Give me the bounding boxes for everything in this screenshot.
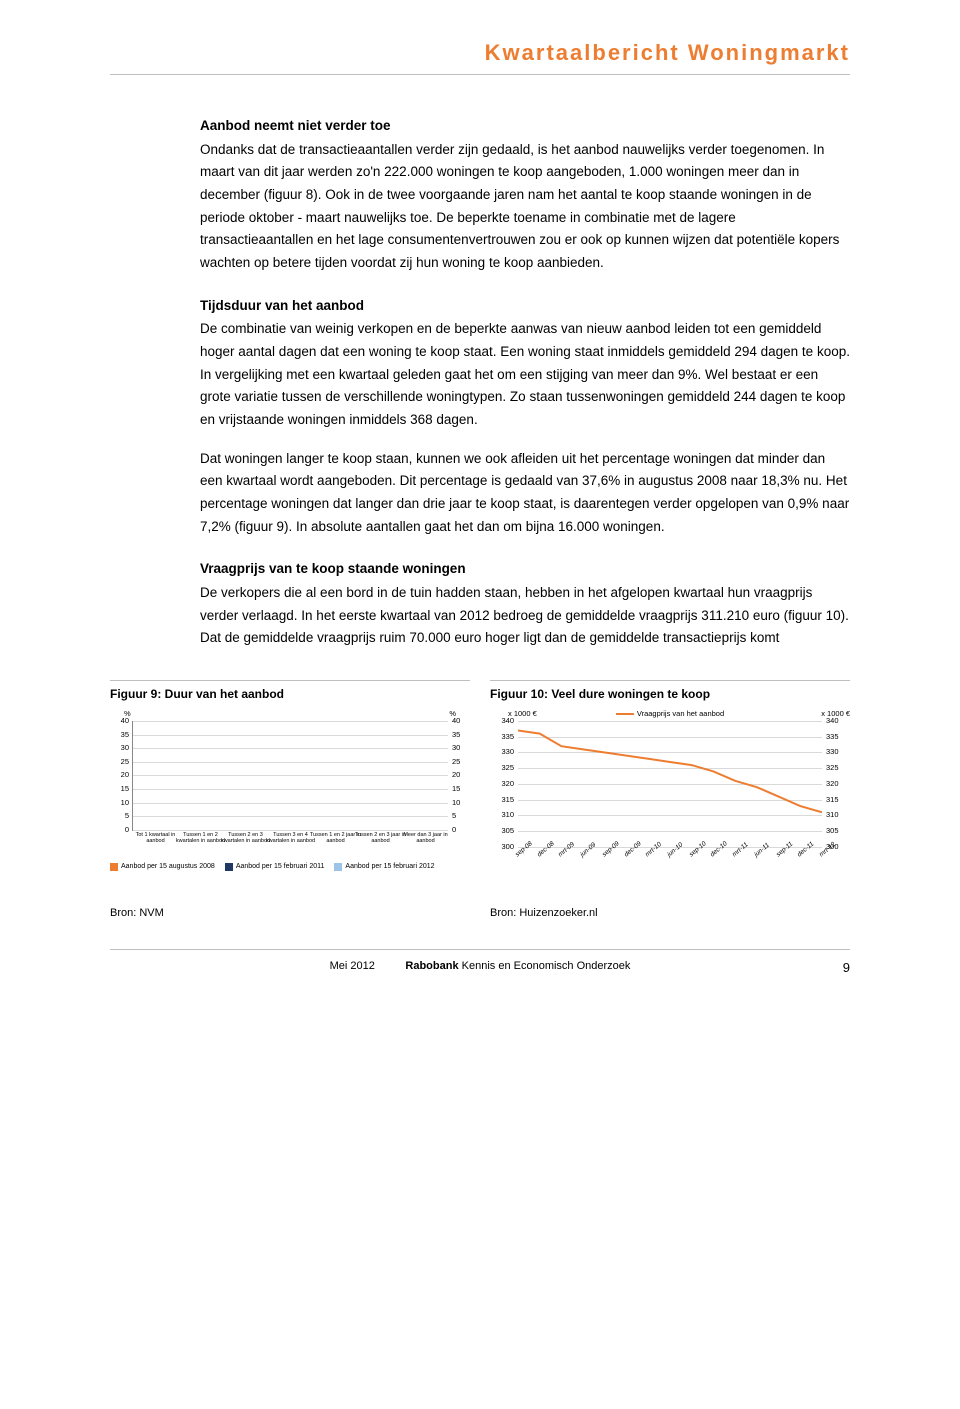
y-tick-label: 5 xyxy=(113,811,129,820)
legend-label: Aanbod per 15 augustus 2008 xyxy=(121,863,215,870)
y-tick-label: 35 xyxy=(452,730,468,739)
figure-10: Figuur 10: Veel dure woningen te koop x … xyxy=(490,680,850,919)
figures-row: Figuur 9: Duur van het aanbod % % 005510… xyxy=(110,680,850,919)
y-tick-label: 10 xyxy=(452,798,468,807)
footer: Mei 2012 Rabobank Kennis en Economisch O… xyxy=(110,949,850,975)
y-tick-label: 310 xyxy=(492,810,514,819)
section-heading-1: Aanbod neemt niet verder toe xyxy=(200,115,850,137)
y-tick-label: 15 xyxy=(113,784,129,793)
x-category-label: Meer dan 3 jaar in aanbod xyxy=(399,832,453,845)
y-tick-label: 20 xyxy=(452,770,468,779)
y-tick-label: 325 xyxy=(826,763,848,772)
footer-rest: Kennis en Economisch Onderzoek xyxy=(459,960,631,972)
content-column: Aanbod neemt niet verder toe Ondanks dat… xyxy=(110,115,850,650)
header-title: Kwartaalbericht Woningmarkt xyxy=(110,40,850,75)
y-tick-label: 15 xyxy=(452,784,468,793)
y-tick-label: 340 xyxy=(492,716,514,725)
y-tick-label: 315 xyxy=(492,795,514,804)
legend-item: Aanbod per 15 augustus 2008 xyxy=(110,863,215,871)
legend-swatch xyxy=(334,863,342,871)
y-tick-label: 320 xyxy=(492,779,514,788)
legend-label: Aanbod per 15 februari 2011 xyxy=(236,863,325,870)
line-legend: Vraagprijs van het aanbod xyxy=(490,709,850,718)
y-tick-label: 25 xyxy=(113,757,129,766)
legend-stroke xyxy=(616,713,634,715)
section-heading-3: Vraagprijs van te koop staande woningen xyxy=(200,558,850,580)
paragraph: Dat woningen langer te koop staan, kunne… xyxy=(200,448,850,539)
footer-date: Mei 2012 xyxy=(330,960,375,972)
y-tick-label: 305 xyxy=(492,826,514,835)
y-tick-label: 340 xyxy=(826,716,848,725)
y-tick-label: 5 xyxy=(452,811,468,820)
line-series xyxy=(518,730,822,812)
legend-item: Aanbod per 15 februari 2011 xyxy=(225,863,325,871)
y-tick-label: 310 xyxy=(826,810,848,819)
y-tick-label: 30 xyxy=(113,743,129,752)
y-tick-label: 35 xyxy=(113,730,129,739)
y-tick-label: 30 xyxy=(452,743,468,752)
legend-swatch xyxy=(225,863,233,871)
y-tick-label: 315 xyxy=(826,795,848,804)
figure-9: Figuur 9: Duur van het aanbod % % 005510… xyxy=(110,680,470,919)
legend-label: Aanbod per 15 februari 2012 xyxy=(345,863,434,870)
y-tick-label: 330 xyxy=(492,747,514,756)
legend-label: Vraagprijs van het aanbod xyxy=(637,709,724,718)
section-heading-2: Tijdsduur van het aanbod xyxy=(200,295,850,317)
bar-chart: % % 00551010151520202525303035354040 Tot… xyxy=(110,709,470,859)
legend-item: Aanbod per 15 februari 2012 xyxy=(334,863,434,871)
figure-title: Figuur 9: Duur van het aanbod xyxy=(110,680,470,701)
legend: Aanbod per 15 augustus 2008 Aanbod per 15… xyxy=(110,863,470,871)
y-tick-label: 10 xyxy=(113,798,129,807)
y-tick-label: 0 xyxy=(452,825,468,834)
y-tick-label: 320 xyxy=(826,779,848,788)
paragraph: Ondanks dat de transactieaantallen verde… xyxy=(200,139,850,275)
legend-swatch xyxy=(110,863,118,871)
y-tick-label: 20 xyxy=(113,770,129,779)
y-tick-label: 335 xyxy=(492,732,514,741)
footer-brand: Rabobank xyxy=(405,960,458,972)
figure-source: Bron: Huizenzoeker.nl xyxy=(490,907,850,919)
y-tick-label: 40 xyxy=(452,716,468,725)
page-number: 9 xyxy=(822,960,850,975)
paragraph: De verkopers die al een bord in de tuin … xyxy=(200,582,850,650)
y-tick-label: 300 xyxy=(492,842,514,851)
paragraph: De combinatie van weinig verkopen en de … xyxy=(200,318,850,431)
figure-title: Figuur 10: Veel dure woningen te koop xyxy=(490,680,850,701)
y-tick-label: 305 xyxy=(826,826,848,835)
y-tick-label: 25 xyxy=(452,757,468,766)
y-tick-label: 335 xyxy=(826,732,848,741)
line-chart: x 1000 € x 1000 € 3003003053053103103153… xyxy=(490,709,850,879)
figure-source: Bron: NVM xyxy=(110,907,470,919)
y-tick-label: 0 xyxy=(113,825,129,834)
y-tick-label: 40 xyxy=(113,716,129,725)
y-tick-label: 325 xyxy=(492,763,514,772)
y-tick-label: 330 xyxy=(826,747,848,756)
